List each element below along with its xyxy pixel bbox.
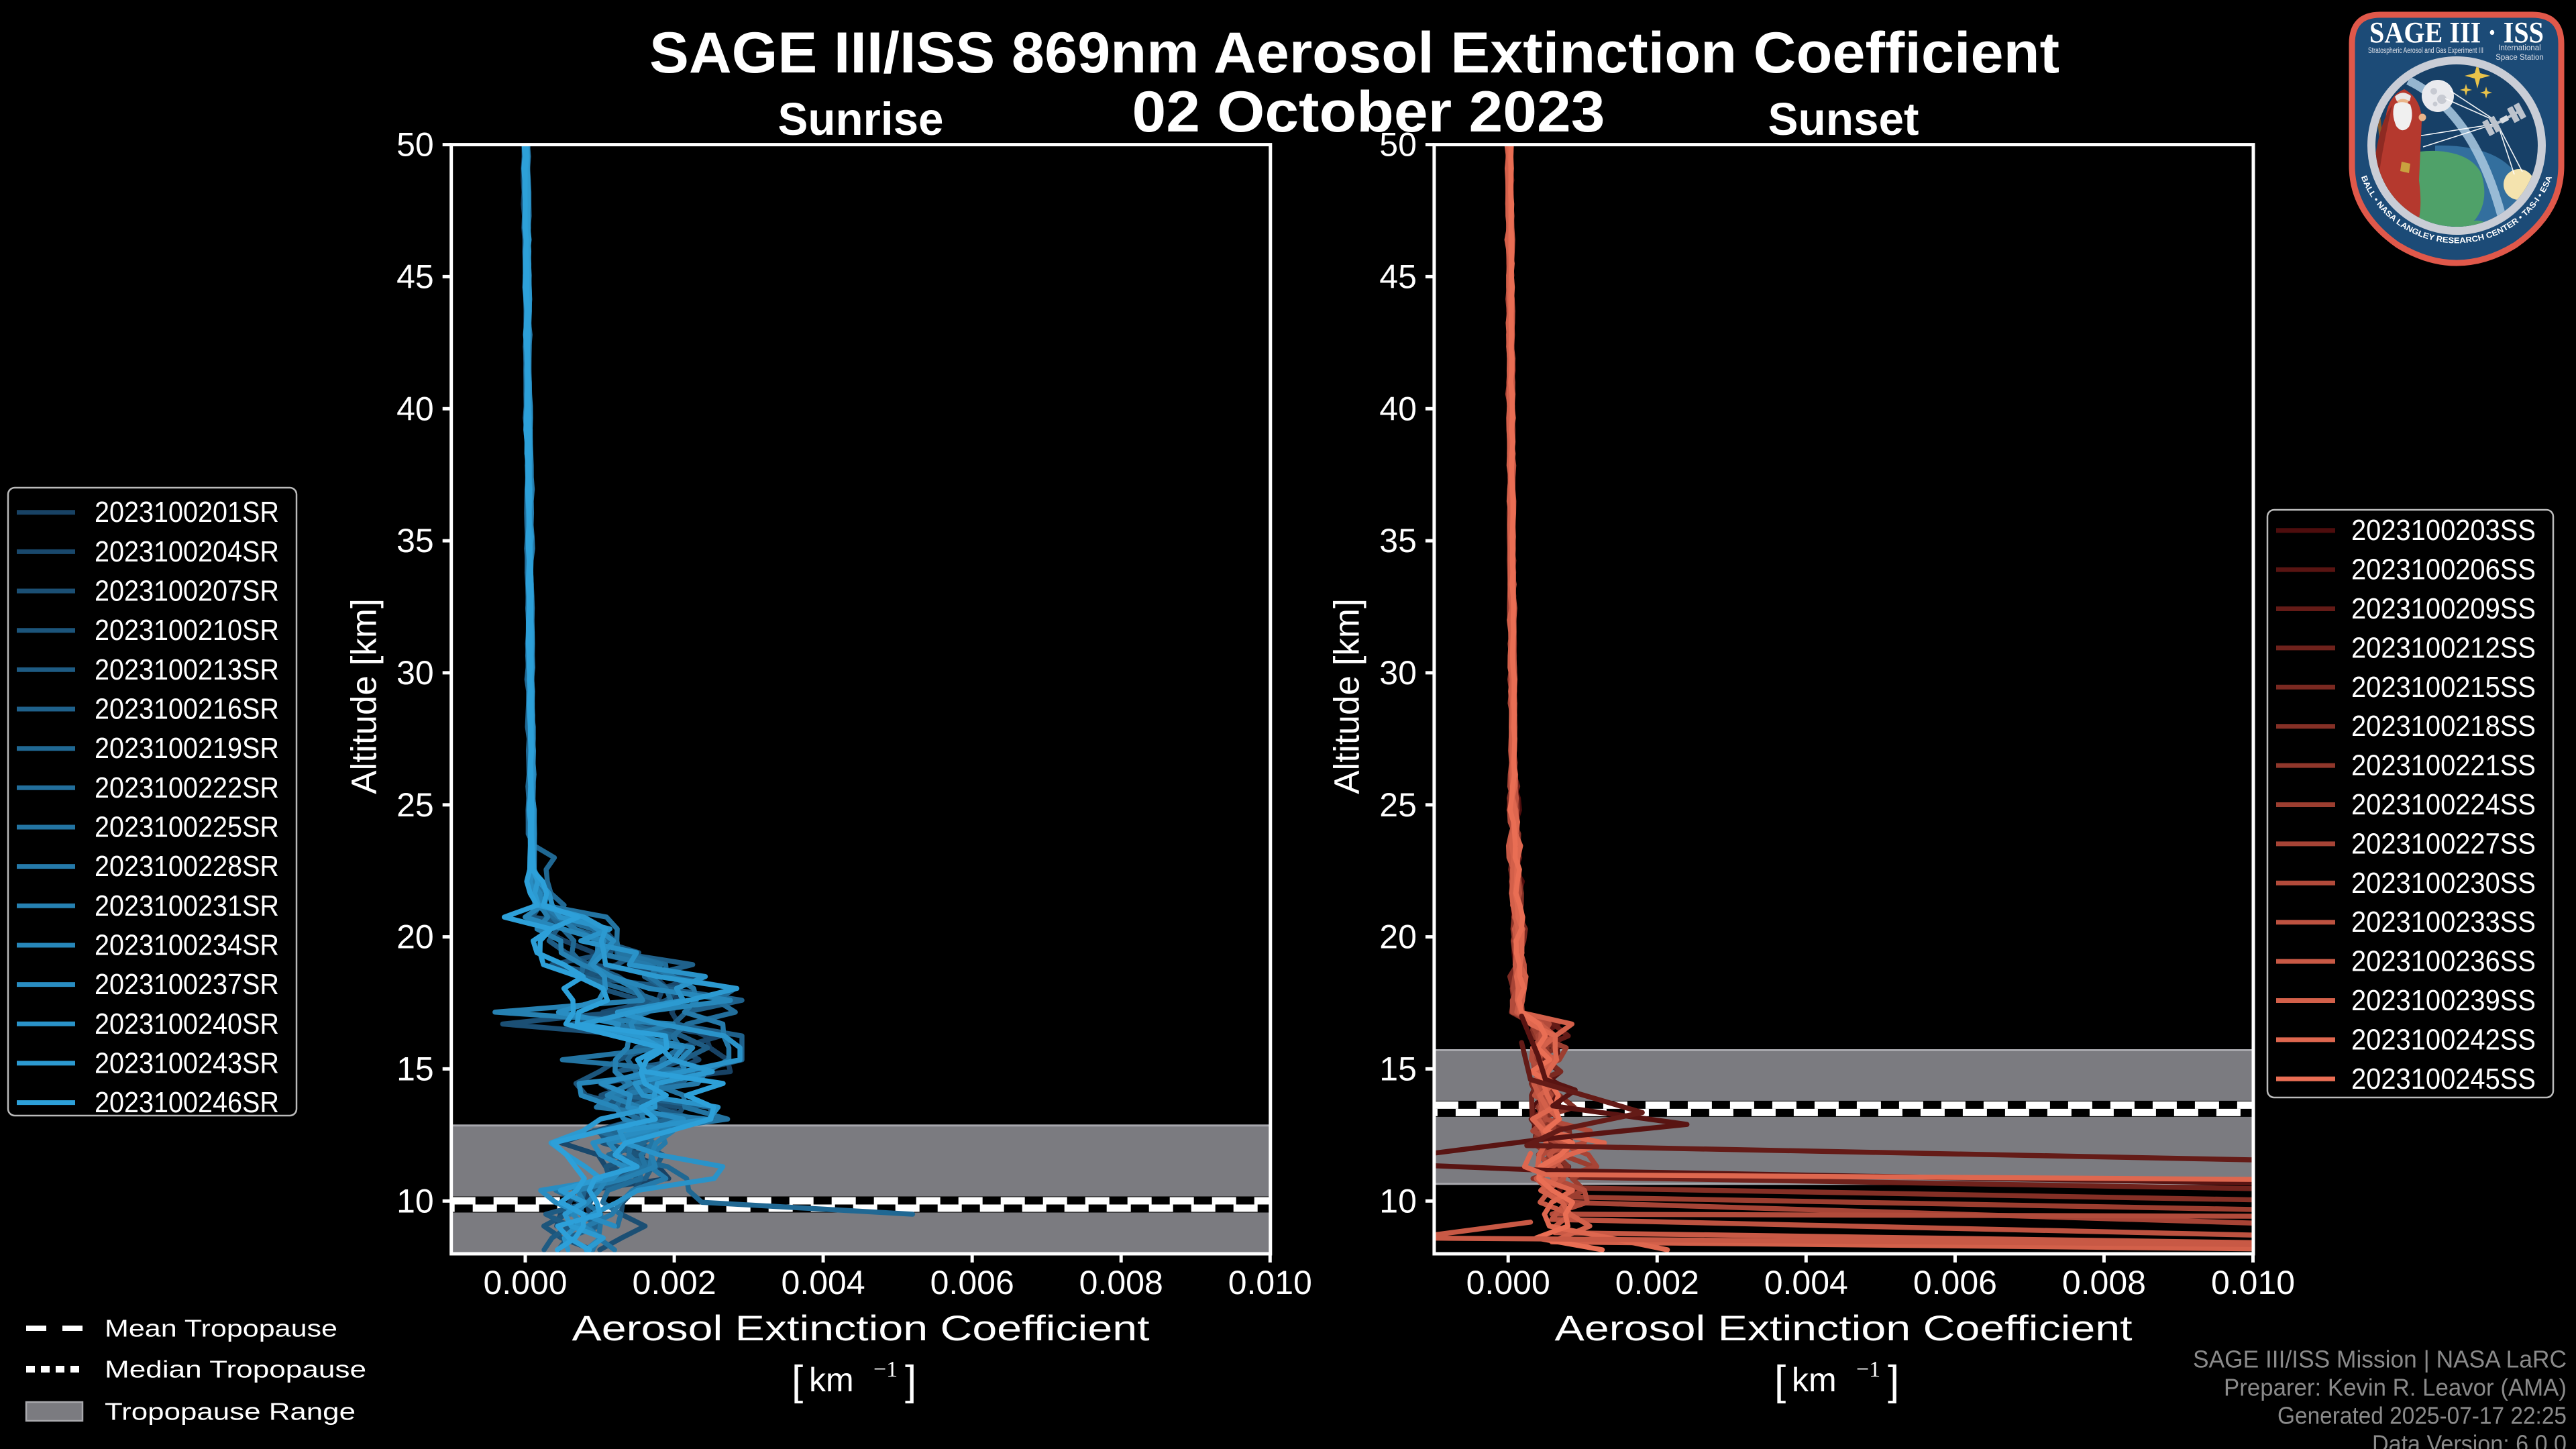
- svg-text:0.002: 0.002: [1615, 1264, 1699, 1301]
- svg-text:km: km: [809, 1361, 854, 1399]
- svg-text:Preparer: Kevin R. Leavor (AMA: Preparer: Kevin R. Leavor (AMA): [2224, 1374, 2567, 1401]
- svg-text:0.008: 0.008: [2062, 1264, 2146, 1301]
- svg-text:2023100210SR: 2023100210SR: [95, 614, 279, 647]
- svg-text:−1: −1: [1856, 1357, 1880, 1382]
- svg-text:2023100228SR: 2023100228SR: [95, 850, 279, 883]
- svg-text:Data Version: 6.0.0: Data Version: 6.0.0: [2372, 1430, 2567, 1449]
- svg-text:2023100245SS: 2023100245SS: [2351, 1063, 2536, 1095]
- svg-text:International: International: [2498, 44, 2540, 52]
- svg-text:2023100213SR: 2023100213SR: [95, 653, 279, 686]
- svg-text:50: 50: [396, 126, 434, 164]
- svg-text:2023100218SS: 2023100218SS: [2351, 710, 2536, 743]
- svg-text:0.000: 0.000: [1466, 1264, 1550, 1301]
- svg-text:Space Station: Space Station: [2496, 54, 2544, 62]
- svg-text:Sunrise: Sunrise: [778, 93, 944, 145]
- svg-text:0.004: 0.004: [782, 1264, 865, 1301]
- svg-text:2023100204SR: 2023100204SR: [95, 535, 279, 568]
- svg-text:2023100237SR: 2023100237SR: [95, 968, 279, 1001]
- svg-text:45: 45: [396, 258, 434, 295]
- svg-text:2023100206SS: 2023100206SS: [2351, 553, 2536, 586]
- svg-text:2023100230SS: 2023100230SS: [2351, 867, 2536, 900]
- svg-text:2023100225SR: 2023100225SR: [95, 811, 279, 844]
- svg-text:0.002: 0.002: [633, 1264, 716, 1301]
- svg-text:]: ]: [905, 1358, 916, 1404]
- svg-text:2023100246SR: 2023100246SR: [95, 1086, 279, 1119]
- svg-text:0.006: 0.006: [930, 1264, 1014, 1301]
- svg-text:0.000: 0.000: [483, 1264, 567, 1301]
- svg-text:2023100207SR: 2023100207SR: [95, 575, 279, 608]
- svg-text:Stratospheric Aerosol and Gas: Stratospheric Aerosol and Gas Experiment…: [2368, 47, 2483, 55]
- svg-text:2023100212SS: 2023100212SS: [2351, 631, 2536, 664]
- svg-text:2023100215SS: 2023100215SS: [2351, 671, 2536, 704]
- svg-text:−1: −1: [873, 1357, 898, 1382]
- svg-text:Aerosol Extinction Coefficient: Aerosol Extinction Coefficient: [572, 1309, 1150, 1348]
- svg-text:30: 30: [1379, 654, 1417, 692]
- svg-text:2023100239SS: 2023100239SS: [2351, 984, 2536, 1017]
- svg-text:Median Tropopause: Median Tropopause: [105, 1356, 366, 1383]
- svg-text:2023100240SR: 2023100240SR: [95, 1008, 279, 1040]
- svg-text:2023100242SS: 2023100242SS: [2351, 1023, 2536, 1056]
- svg-text:km: km: [1792, 1361, 1837, 1399]
- svg-text:2023100219SR: 2023100219SR: [95, 732, 279, 765]
- svg-text:2023100216SR: 2023100216SR: [95, 693, 279, 726]
- svg-text:0.006: 0.006: [1913, 1264, 1997, 1301]
- svg-text:0.008: 0.008: [1079, 1264, 1163, 1301]
- svg-text:2023100224SS: 2023100224SS: [2351, 788, 2536, 821]
- svg-text:SAGE III/ISS 869nm Aerosol Ext: SAGE III/ISS 869nm Aerosol Extinction Co…: [649, 21, 2059, 85]
- svg-text:02 October 2023: 02 October 2023: [1132, 80, 1605, 144]
- svg-text:2023100203SS: 2023100203SS: [2351, 514, 2536, 547]
- svg-text:Altitude [km]: Altitude [km]: [345, 598, 384, 794]
- svg-text:SAGE III · ISS: SAGE III · ISS: [2369, 16, 2544, 49]
- svg-text:2023100221SS: 2023100221SS: [2351, 749, 2536, 782]
- svg-text:0.010: 0.010: [1228, 1264, 1312, 1301]
- svg-text:0.010: 0.010: [2211, 1264, 2295, 1301]
- svg-text:2023100231SR: 2023100231SR: [95, 890, 279, 922]
- svg-text:20: 20: [396, 918, 434, 956]
- svg-text:2023100209SS: 2023100209SS: [2351, 592, 2536, 625]
- svg-text:40: 40: [396, 390, 434, 427]
- svg-text:2023100236SS: 2023100236SS: [2351, 945, 2536, 978]
- svg-text:2023100233SS: 2023100233SS: [2351, 906, 2536, 938]
- svg-text:Mean Tropopause: Mean Tropopause: [105, 1315, 337, 1342]
- svg-text:25: 25: [1379, 786, 1417, 824]
- svg-text:45: 45: [1379, 258, 1417, 295]
- svg-text:2023100243SR: 2023100243SR: [95, 1046, 279, 1079]
- svg-text:2023100222SR: 2023100222SR: [95, 771, 279, 804]
- svg-text:40: 40: [1379, 390, 1417, 427]
- svg-text:Altitude [km]: Altitude [km]: [1328, 598, 1367, 794]
- svg-text:[: [: [1774, 1358, 1786, 1404]
- svg-text:2023100201SR: 2023100201SR: [95, 496, 279, 529]
- svg-text:2023100234SR: 2023100234SR: [95, 929, 279, 962]
- svg-text:0.004: 0.004: [1764, 1264, 1848, 1301]
- svg-text:Aerosol Extinction Coefficient: Aerosol Extinction Coefficient: [1555, 1309, 2133, 1348]
- svg-text:SAGE III/ISS Mission | NASA La: SAGE III/ISS Mission | NASA LaRC: [2193, 1346, 2567, 1373]
- svg-text:35: 35: [1379, 522, 1417, 559]
- svg-text:15: 15: [396, 1050, 434, 1087]
- svg-text:50: 50: [1379, 126, 1417, 164]
- svg-text:35: 35: [396, 522, 434, 559]
- svg-text:[: [: [792, 1358, 803, 1404]
- svg-text:2023100227SS: 2023100227SS: [2351, 827, 2536, 860]
- svg-text:20: 20: [1379, 918, 1417, 956]
- svg-text:Tropopause Range: Tropopause Range: [105, 1398, 356, 1426]
- svg-text:25: 25: [396, 786, 434, 824]
- svg-text:10: 10: [1379, 1182, 1417, 1220]
- svg-text:Sunset: Sunset: [1768, 93, 1919, 145]
- svg-text:]: ]: [1888, 1358, 1899, 1404]
- svg-text:Generated 2025-07-17 22:25: Generated 2025-07-17 22:25: [2277, 1402, 2567, 1430]
- svg-text:10: 10: [396, 1182, 434, 1220]
- svg-text:30: 30: [396, 654, 434, 692]
- svg-text:15: 15: [1379, 1050, 1417, 1087]
